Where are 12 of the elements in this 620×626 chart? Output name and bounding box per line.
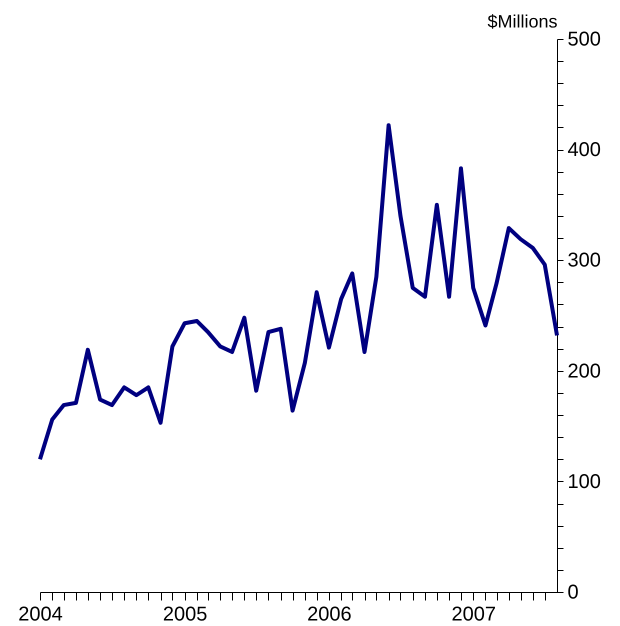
x-tick-label: 2006 — [307, 604, 352, 626]
y-tick-label: 0 — [568, 582, 579, 604]
y-tick-label: 500 — [568, 28, 601, 50]
y-axis-title: $Millions — [487, 12, 558, 32]
x-tick-label: 2007 — [451, 604, 496, 626]
y-tick-label: 300 — [568, 250, 601, 272]
x-tick-label: 2005 — [162, 604, 208, 626]
y-tick-label: 100 — [568, 470, 601, 493]
line-series — [38, 123, 559, 462]
x-tick-label: 2004 — [18, 604, 63, 626]
y-tick-label: 200 — [568, 360, 601, 382]
y-tick-label: 400 — [568, 139, 601, 162]
